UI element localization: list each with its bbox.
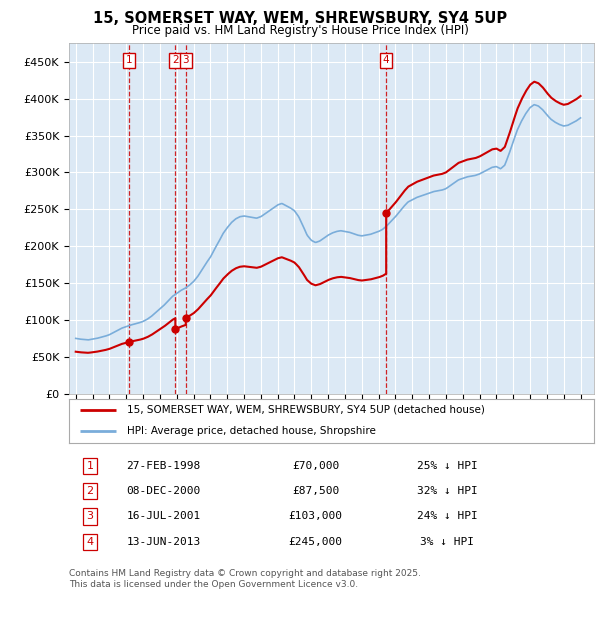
Text: 25% ↓ HPI: 25% ↓ HPI [416, 461, 478, 471]
Text: 15, SOMERSET WAY, WEM, SHREWSBURY, SY4 5UP (detached house): 15, SOMERSET WAY, WEM, SHREWSBURY, SY4 5… [127, 405, 485, 415]
Text: 1: 1 [86, 461, 94, 471]
Text: £87,500: £87,500 [292, 485, 340, 496]
Text: Price paid vs. HM Land Registry's House Price Index (HPI): Price paid vs. HM Land Registry's House … [131, 24, 469, 37]
Text: 2: 2 [86, 485, 94, 496]
Text: 3% ↓ HPI: 3% ↓ HPI [420, 537, 474, 547]
Text: 3: 3 [182, 55, 189, 65]
Text: 4: 4 [383, 55, 389, 65]
Text: 24% ↓ HPI: 24% ↓ HPI [416, 512, 478, 521]
Text: 3: 3 [86, 512, 94, 521]
Text: £103,000: £103,000 [289, 512, 343, 521]
Text: 08-DEC-2000: 08-DEC-2000 [127, 485, 200, 496]
Text: HPI: Average price, detached house, Shropshire: HPI: Average price, detached house, Shro… [127, 426, 376, 436]
Text: 27-FEB-1998: 27-FEB-1998 [127, 461, 200, 471]
Text: 13-JUN-2013: 13-JUN-2013 [127, 537, 200, 547]
Text: 32% ↓ HPI: 32% ↓ HPI [416, 485, 478, 496]
Text: 4: 4 [86, 537, 94, 547]
Text: 15, SOMERSET WAY, WEM, SHREWSBURY, SY4 5UP: 15, SOMERSET WAY, WEM, SHREWSBURY, SY4 5… [93, 11, 507, 26]
Text: Contains HM Land Registry data © Crown copyright and database right 2025.
This d: Contains HM Land Registry data © Crown c… [69, 569, 421, 588]
Text: 2: 2 [172, 55, 179, 65]
Text: 1: 1 [125, 55, 132, 65]
Text: 16-JUL-2001: 16-JUL-2001 [127, 512, 200, 521]
Text: £70,000: £70,000 [292, 461, 340, 471]
Text: £245,000: £245,000 [289, 537, 343, 547]
